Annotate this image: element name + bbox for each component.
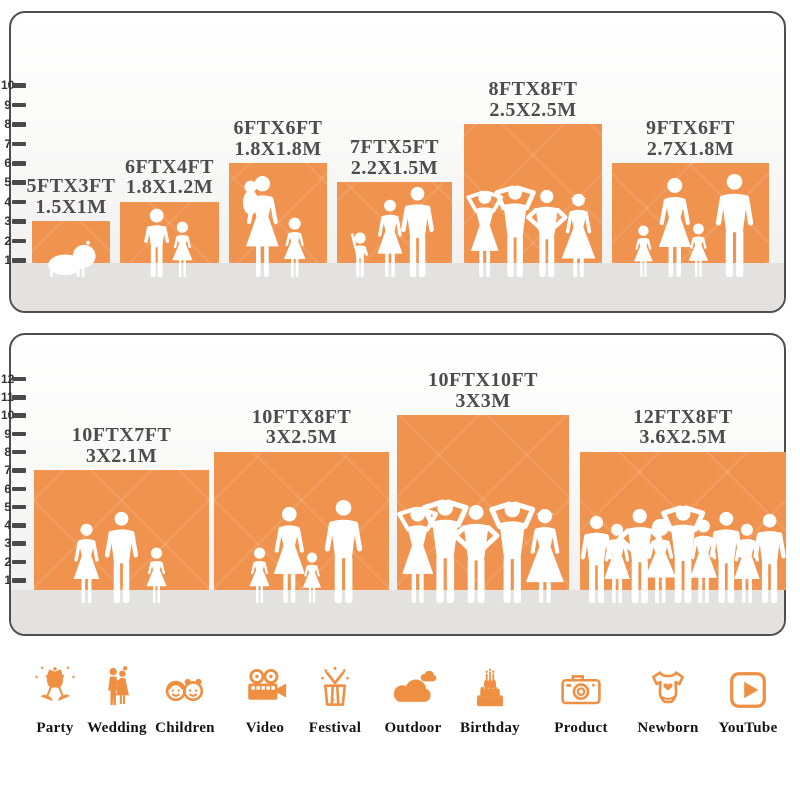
ruler-tick-label: 9 [4, 97, 11, 112]
category-item-newborn: Newborn [620, 664, 716, 737]
category-label: Outdoor [384, 720, 442, 736]
festival-icon [309, 664, 361, 716]
backdrop-bar [214, 451, 389, 590]
ruler-tick-label: 1 [4, 253, 11, 267]
backdrop-size-label: 10FTX10FT 3X3M [427, 369, 539, 412]
ruler-tick-mark [12, 431, 26, 437]
outdoor-icon [387, 664, 439, 716]
ruler-tick-mark [12, 468, 26, 473]
backdrop-bar [397, 415, 569, 590]
ruler-tick-label: 4 [4, 518, 11, 533]
ruler-tick-label: 10 [1, 408, 15, 423]
ruler-tick-label: 5 [4, 499, 11, 514]
ruler-tick-label: 5 [4, 175, 11, 190]
ruler-tick-mark [12, 578, 26, 583]
backdrop-bar [464, 124, 602, 263]
backdrop-size-label: 10FTX7FT 3X2.1M [71, 424, 172, 467]
category-label: Video [245, 720, 285, 736]
backdrop-size-label: 10FTX8FT 3X2.5M [251, 405, 352, 449]
backdrop-size-label: 5FTX3FT 1.5X1M [26, 175, 116, 218]
category-label: Newborn [637, 720, 699, 736]
ruler-tick-mark [12, 523, 26, 528]
product-icon [555, 664, 607, 716]
category-label: YouTube [718, 720, 778, 736]
ruler-tick-label: 9 [4, 426, 11, 441]
ruler-tick-mark [12, 258, 26, 263]
backdrop-size-label: 9FTX6FT 2.7X1.8M [645, 117, 736, 160]
ruler-tick-mark [12, 122, 26, 127]
backdrop-size-label: 6FTX4FT 1.8X1.2M [124, 155, 215, 199]
ruler-tick-label: 10 [1, 78, 15, 93]
category-label: Party [36, 720, 74, 736]
ruler-tick-mark [12, 541, 26, 546]
ruler-tick-mark [12, 180, 26, 185]
floor-strip [11, 590, 784, 634]
ruler-tick-mark [12, 376, 26, 382]
video-icon [239, 664, 291, 716]
wedding-icon [91, 664, 143, 716]
backdrop-bar [612, 163, 769, 263]
category-item-wedding: Wedding [69, 664, 165, 737]
ruler-tick-label: 7 [4, 136, 11, 151]
ruler-tick-label: 8 [4, 117, 11, 132]
category-item-children: Children [137, 664, 233, 737]
category-item-birthday: Birthday [442, 664, 538, 737]
backdrop-panel-upper: 10 9 8 7 6 5 4 3 2 1 5FTX3FT 1.5X1M 6FTX4FT 1.8X1.2M 6… [1, 11, 786, 313]
children-icon [159, 664, 211, 716]
ruler-tick-label: 3 [4, 536, 11, 551]
backdrop-size-label: 7FTX5FT 2.2X1.5M [349, 136, 440, 179]
category-item-video: Video [217, 664, 313, 737]
category-item-product: Product [533, 664, 629, 737]
ruler-tick-label: 6 [4, 156, 11, 170]
ruler-tick-label: 2 [4, 233, 11, 248]
category-label: Birthday [460, 720, 520, 736]
backdrop-bar [337, 182, 452, 263]
ruler-tick-label: 3 [4, 214, 11, 229]
category-item-festival: Festival [287, 664, 383, 737]
floor-strip [11, 263, 784, 311]
ruler-tick-label: 6 [4, 481, 11, 496]
ruler-tick-mark [12, 102, 26, 108]
ruler-tick-mark [12, 219, 26, 224]
ruler-tick-mark [12, 413, 26, 418]
backdrop-size-label: 8FTX8FT 2.5X2.5M [488, 78, 578, 121]
party-icon [29, 664, 81, 716]
ruler-tick-mark [12, 83, 26, 88]
ruler-tick-mark [12, 559, 26, 565]
ruler-tick-mark [12, 141, 26, 147]
category-item-party: Party [7, 664, 103, 737]
backdrop-bar [229, 163, 327, 263]
ruler-tick-mark [12, 504, 26, 510]
backdrop-bar [34, 470, 209, 590]
ruler-tick-mark [12, 199, 26, 205]
ruler-tick-label: 1 [4, 573, 11, 587]
ruler-tick-mark [12, 486, 26, 491]
category-item-outdoor: Outdoor [365, 664, 461, 737]
category-label: Festival [308, 720, 362, 736]
youtube-icon [722, 664, 774, 716]
ruler-tick-mark [12, 449, 26, 455]
ruler-tick-label: 4 [4, 194, 11, 209]
ruler-tick-mark [12, 161, 26, 166]
backdrop-size-label: 6FTX6FT 1.8X1.8M [233, 117, 323, 160]
ruler-tick-label: 12 [1, 371, 15, 386]
backdrop-bar [120, 201, 219, 263]
category-item-youtube: YouTube [700, 664, 796, 737]
ruler-tick-mark [12, 238, 26, 244]
category-label: Product [554, 720, 608, 736]
backdrop-bar [32, 221, 110, 263]
birthday-icon [464, 664, 516, 716]
backdrop-size-label: 12FTX8FT 3.6X2.5M [633, 405, 733, 449]
category-label: Children [155, 720, 215, 736]
ruler-tick-label: 11 [1, 390, 14, 404]
backdrop-bar [580, 451, 786, 590]
newborn-icon [642, 664, 694, 716]
ruler-tick-mark [12, 395, 26, 400]
ruler-tick-label: 8 [4, 444, 11, 459]
backdrop-panel-lower: 12 11 10 9 8 7 6 5 4 3 2 1 10FTX7FT 3X2.1M 10FTX8FT 3X2… [1, 333, 786, 636]
ruler-tick-label: 7 [4, 463, 11, 478]
category-label: Wedding [87, 720, 147, 736]
ruler-tick-label: 2 [4, 554, 11, 569]
